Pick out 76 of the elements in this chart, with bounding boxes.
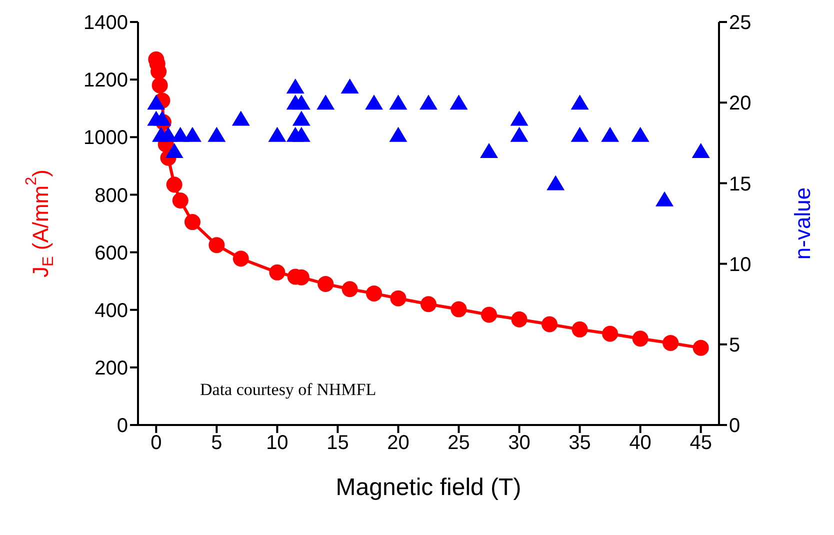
x-tick-label: 5 xyxy=(211,432,222,454)
point xyxy=(450,301,467,318)
point xyxy=(318,276,334,292)
point xyxy=(570,126,589,142)
point xyxy=(450,94,468,110)
point xyxy=(570,94,589,110)
point xyxy=(184,214,200,230)
y-tick-label: 600 xyxy=(94,242,128,264)
x-tick-label: 35 xyxy=(568,432,591,454)
y2-tick-label: 20 xyxy=(729,92,752,115)
point xyxy=(269,264,286,280)
x-tick-label: 40 xyxy=(629,432,652,454)
point xyxy=(602,326,618,342)
x-axis-title: Magnetic field (T) xyxy=(336,474,522,501)
point xyxy=(420,296,436,312)
point xyxy=(481,306,498,323)
y2-tick-label: 0 xyxy=(729,415,740,438)
x-tick-label: 10 xyxy=(266,432,288,454)
point xyxy=(389,126,408,142)
x-tick-label: 25 xyxy=(448,432,470,454)
y2-tick-label: 10 xyxy=(729,254,752,276)
point xyxy=(292,110,310,126)
point xyxy=(692,340,709,356)
y-tick-label: 1000 xyxy=(84,127,128,150)
point xyxy=(662,334,679,351)
point xyxy=(292,94,310,110)
point xyxy=(632,330,648,347)
point xyxy=(390,290,406,306)
point xyxy=(510,126,528,142)
point xyxy=(165,142,184,158)
point xyxy=(286,78,304,94)
y-tick-label: 1200 xyxy=(84,70,128,92)
point xyxy=(166,176,182,193)
y-tick-label: 0 xyxy=(116,415,128,438)
y-tick-label: 800 xyxy=(94,184,128,207)
x-tick-label: 0 xyxy=(150,432,162,454)
point xyxy=(340,78,359,94)
y-tick-label: 200 xyxy=(94,358,128,380)
x-tick-label: 15 xyxy=(326,432,349,454)
y2-tick-label: 5 xyxy=(729,334,740,356)
point xyxy=(147,94,166,110)
annotation: Data courtesy of NHMFL xyxy=(200,380,376,400)
point xyxy=(510,110,528,126)
point xyxy=(268,126,286,142)
point xyxy=(365,94,384,110)
point xyxy=(342,281,358,298)
point xyxy=(420,94,438,110)
y2-tick-label: 15 xyxy=(729,173,752,196)
point xyxy=(389,94,408,110)
point xyxy=(232,110,250,126)
point xyxy=(152,77,168,94)
point xyxy=(153,110,172,126)
y2-axis-title: n-value xyxy=(790,187,814,260)
point xyxy=(546,175,565,190)
x-tick-label: 45 xyxy=(690,432,712,454)
point xyxy=(542,316,558,332)
point xyxy=(572,321,588,338)
y-tick-label: 400 xyxy=(94,300,128,322)
point xyxy=(208,126,226,142)
point xyxy=(511,311,528,328)
point xyxy=(692,142,710,158)
point xyxy=(232,250,249,267)
point xyxy=(656,191,674,206)
point xyxy=(183,126,202,142)
point xyxy=(366,285,382,302)
point xyxy=(480,142,498,158)
point xyxy=(601,126,620,142)
point xyxy=(172,192,188,208)
point xyxy=(292,126,310,142)
y-tick-label: 1400 xyxy=(84,12,128,34)
point xyxy=(316,94,335,110)
point xyxy=(631,126,650,142)
point xyxy=(208,237,225,254)
x-tick-label: 30 xyxy=(508,432,530,454)
y2-tick-label: 25 xyxy=(729,12,752,34)
x-tick-label: 20 xyxy=(387,432,410,454)
